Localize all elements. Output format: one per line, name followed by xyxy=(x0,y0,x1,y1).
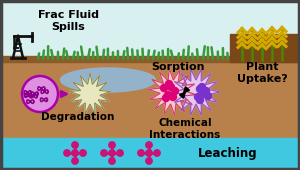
Circle shape xyxy=(138,150,144,156)
Circle shape xyxy=(154,150,160,156)
Bar xyxy=(0,138,300,170)
Text: Degradation: Degradation xyxy=(41,112,115,122)
Circle shape xyxy=(205,92,212,99)
Circle shape xyxy=(22,76,58,112)
Circle shape xyxy=(169,94,176,100)
Circle shape xyxy=(196,86,203,92)
Circle shape xyxy=(172,88,178,95)
Circle shape xyxy=(200,90,208,98)
Polygon shape xyxy=(69,73,111,114)
Ellipse shape xyxy=(61,68,155,92)
Circle shape xyxy=(194,94,202,100)
Circle shape xyxy=(160,84,167,91)
Circle shape xyxy=(109,142,115,148)
Bar xyxy=(0,56,300,62)
Circle shape xyxy=(163,95,170,101)
Circle shape xyxy=(196,97,203,104)
Polygon shape xyxy=(148,68,196,116)
Circle shape xyxy=(202,88,209,95)
Circle shape xyxy=(80,150,86,156)
Circle shape xyxy=(164,91,172,98)
Circle shape xyxy=(72,142,78,148)
Text: Frac Fluid
Spills: Frac Fluid Spills xyxy=(38,10,98,32)
Text: Plant
Uptake?: Plant Uptake? xyxy=(237,62,287,84)
Circle shape xyxy=(109,158,115,164)
Circle shape xyxy=(146,142,152,148)
Text: Leaching: Leaching xyxy=(198,147,258,159)
Bar xyxy=(0,60,300,142)
Circle shape xyxy=(109,150,115,156)
Circle shape xyxy=(117,150,123,156)
Circle shape xyxy=(64,150,70,156)
Text: Sorption: Sorption xyxy=(151,62,205,72)
Circle shape xyxy=(167,83,175,90)
Text: Chemical
Interactions: Chemical Interactions xyxy=(149,118,220,140)
Bar xyxy=(230,34,300,62)
Circle shape xyxy=(146,158,152,164)
Bar xyxy=(0,0,300,60)
Circle shape xyxy=(146,150,152,156)
Circle shape xyxy=(72,158,78,164)
Circle shape xyxy=(101,150,107,156)
Circle shape xyxy=(199,83,206,90)
Circle shape xyxy=(72,150,78,156)
Polygon shape xyxy=(172,69,220,115)
Circle shape xyxy=(166,81,172,88)
